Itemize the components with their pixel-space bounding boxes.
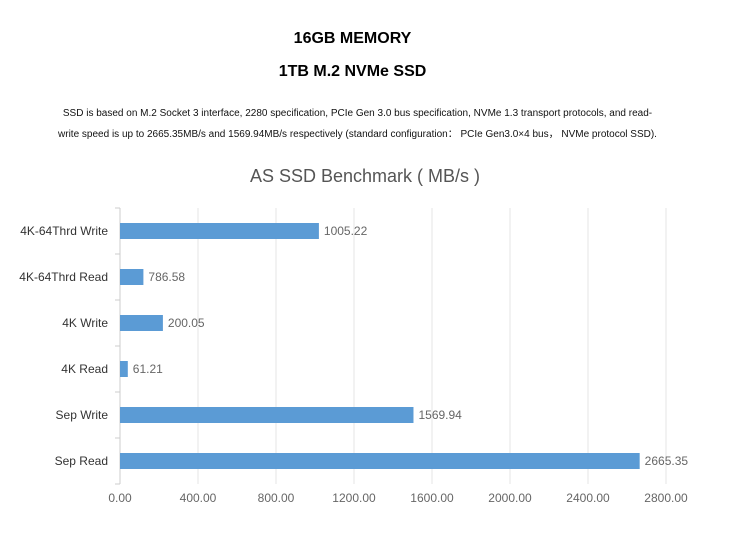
x-tick-label: 0.00: [108, 491, 132, 505]
x-tick-label: 2800.00: [644, 491, 688, 505]
bar: [120, 269, 144, 285]
data-label: 1005.22: [324, 224, 368, 238]
data-label: 200.05: [168, 316, 205, 330]
headline-ssd: 1TB M.2 NVMe SSD: [278, 63, 427, 80]
data-label: 786.58: [148, 270, 185, 284]
x-tick-label: 800.00: [258, 491, 295, 505]
bar: [120, 223, 319, 239]
data-label: 2665.35: [645, 454, 689, 468]
bar: [120, 453, 640, 469]
bar: [120, 361, 128, 377]
data-label: 61.21: [133, 362, 163, 376]
x-tick-label: 2000.00: [488, 491, 532, 505]
chart-title: AS SSD Benchmark ( MB/s ): [249, 166, 481, 186]
category-label: 4K-64Thrd Read: [19, 270, 108, 284]
description-line-2: write speed is up to 2665.35MB/s and 156…: [58, 129, 657, 140]
data-label: 1569.94: [418, 408, 462, 422]
bar: [120, 407, 414, 423]
category-label: 4K Read: [61, 362, 108, 376]
category-label: Sep Read: [55, 454, 108, 468]
bar: [120, 315, 163, 331]
category-label: 4K-64Thrd Write: [20, 224, 108, 238]
category-label: Sep Write: [56, 408, 109, 422]
x-tick-label: 1200.00: [332, 491, 376, 505]
x-tick-label: 400.00: [180, 491, 217, 505]
description-line-1: SSD is based on M.2 Socket 3 interface, …: [62, 108, 653, 119]
headline-memory: 16GB MEMORY: [293, 30, 412, 47]
x-tick-label: 1600.00: [410, 491, 454, 505]
category-label: 4K Write: [62, 316, 108, 330]
x-tick-label: 2400.00: [566, 491, 610, 505]
description: SSD is based on M.2 Socket 3 interface, …: [40, 103, 675, 145]
